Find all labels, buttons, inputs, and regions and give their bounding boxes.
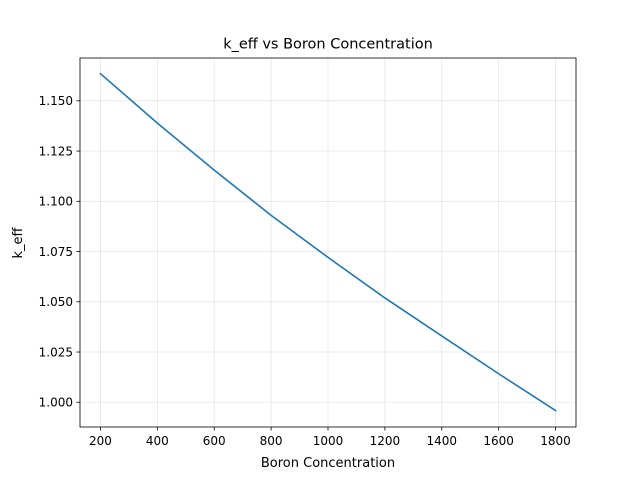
series-layer <box>99 72 557 412</box>
x-tick-label: 800 <box>260 434 283 448</box>
y-tick-label: 1.075 <box>39 245 73 259</box>
x-tick-label: 200 <box>89 434 112 448</box>
y-tick-label: 1.125 <box>39 144 73 158</box>
x-tick-label: 1600 <box>483 434 514 448</box>
series-line-k-eff <box>99 72 557 412</box>
y-tick-label: 1.150 <box>39 94 73 108</box>
y-tick-label: 1.100 <box>39 195 73 209</box>
chart-title: k_eff vs Boron Concentration <box>223 37 433 53</box>
x-tick-label: 1800 <box>540 434 571 448</box>
x-tick-label: 1000 <box>313 434 344 448</box>
y-tick-label: 1.000 <box>39 396 73 410</box>
x-tick-label: 1400 <box>426 434 457 448</box>
x-axis-label: Boron Concentration <box>261 456 395 471</box>
y-tick-label: 1.050 <box>39 295 73 309</box>
grid-layer <box>80 58 576 427</box>
y-axis-label: k_eff <box>11 226 26 258</box>
x-tick-label: 600 <box>203 434 226 448</box>
y-tick-label: 1.025 <box>39 345 73 359</box>
y-axis-ticks: 1.000 1.025 1.050 1.075 1.100 1.125 1.150 <box>39 94 80 410</box>
x-tick-label: 400 <box>146 434 169 448</box>
x-tick-label: 1200 <box>370 434 401 448</box>
x-axis-ticks: 200 400 600 800 1000 1200 1400 1600 1800 <box>89 427 571 448</box>
